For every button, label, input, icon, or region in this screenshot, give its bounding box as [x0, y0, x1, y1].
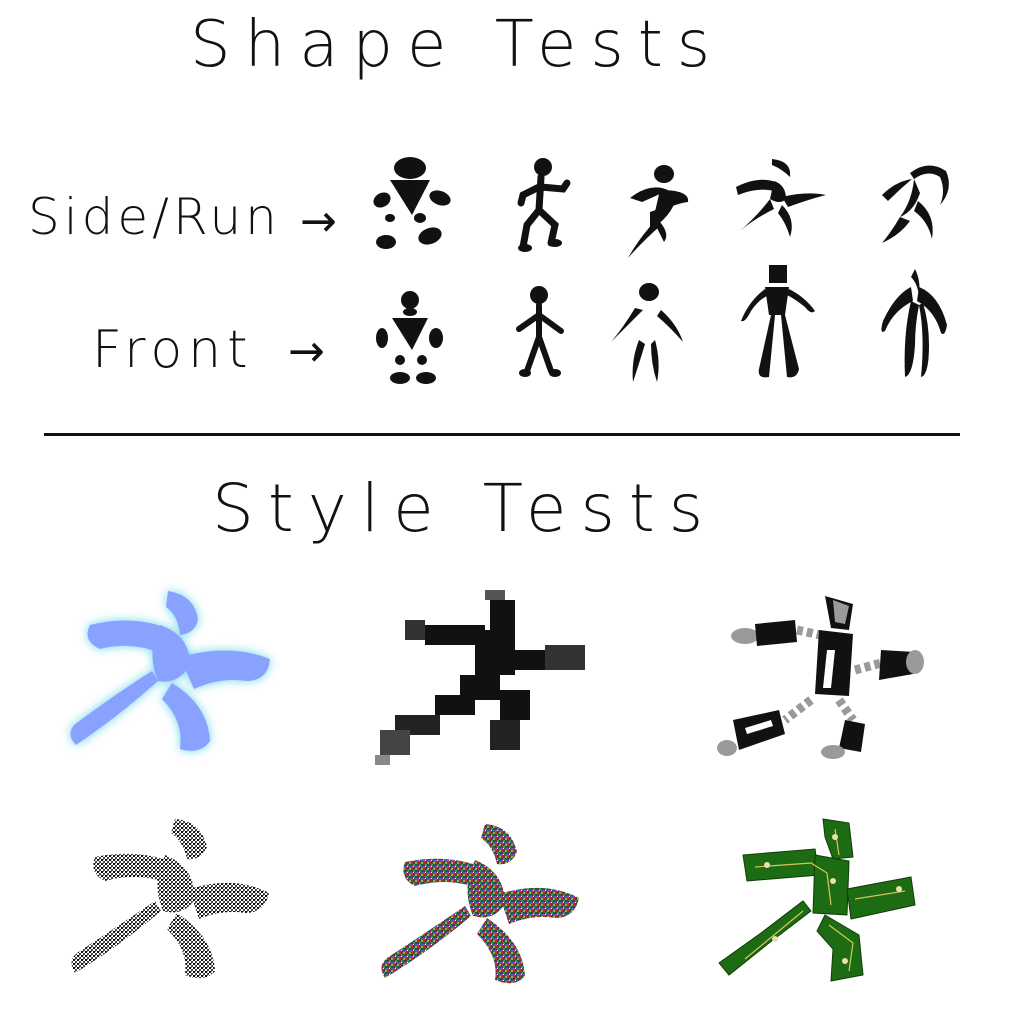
pixel-runner-icon	[375, 590, 585, 765]
blob-runner-icon	[373, 157, 451, 249]
noise-gray-runner-icon	[71, 819, 269, 979]
curve-front-icon	[881, 269, 947, 377]
brush-front-icon	[611, 283, 683, 382]
brush-runner-icon	[628, 165, 689, 258]
style-tests-title: Style Tests	[212, 470, 718, 547]
noise-color-runner-icon	[381, 824, 579, 984]
dash-runner-icon	[736, 159, 826, 237]
section-divider	[44, 433, 960, 436]
front-label: Front	[92, 320, 254, 380]
curve-runner-icon	[882, 165, 949, 243]
glow-runner-icon	[70, 591, 270, 751]
block-front-icon	[741, 265, 815, 378]
side-run-label: Side/Run	[28, 188, 281, 246]
circuit-runner-icon	[718, 818, 916, 982]
stick-front-icon	[516, 286, 564, 377]
shape-tests-title: Shape Tests	[190, 8, 725, 82]
blob-front-icon	[376, 291, 443, 384]
stick-runner-icon	[517, 158, 571, 252]
front-arrow-icon: →	[288, 326, 325, 377]
side-arrow-icon: →	[300, 196, 337, 247]
robot-runner-icon	[717, 596, 924, 759]
